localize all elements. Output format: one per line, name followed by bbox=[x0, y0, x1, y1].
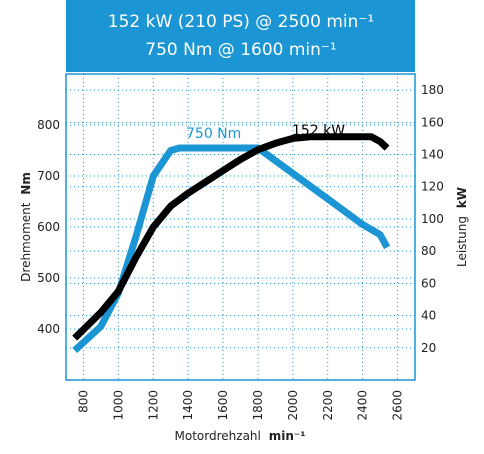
chart-subtitle: 750 Nm @ 1600 min⁻¹ bbox=[145, 40, 336, 60]
y-right-tick-60: 60 bbox=[421, 276, 436, 290]
y-left-tick-700: 700 bbox=[37, 169, 60, 183]
torque-line bbox=[72, 144, 391, 353]
x-tick-labels: 800 1000 1200 1400 1600 1800 2000 2200 2400 2600 bbox=[76, 390, 404, 421]
series-label-power: 152 kW bbox=[292, 123, 345, 139]
x-tick-1200: 1200 bbox=[146, 390, 160, 421]
y-right-tick-labels: 20 40 60 80 100 120 140 160 180 bbox=[421, 83, 444, 355]
y-right-axis-title-unit: kW bbox=[455, 187, 469, 208]
y-right-tick-100: 100 bbox=[421, 212, 444, 226]
y-left-tick-800: 800 bbox=[37, 118, 60, 132]
y-right-tick-40: 40 bbox=[421, 309, 436, 323]
series-label-torque: 750 Nm bbox=[186, 126, 241, 142]
x-axis-title: Motordrehzahl min⁻¹ bbox=[175, 429, 306, 443]
y-left-tick-600: 600 bbox=[37, 220, 60, 234]
y-right-tick-120: 120 bbox=[421, 180, 444, 194]
y-right-tick-160: 160 bbox=[421, 115, 444, 129]
y-left-axis-title-unit: Nm bbox=[19, 172, 33, 195]
series-lines bbox=[72, 133, 391, 353]
y-left-tick-500: 500 bbox=[37, 271, 60, 285]
y-right-tick-20: 20 bbox=[421, 341, 436, 355]
x-axis-title-unit: min⁻¹ bbox=[269, 429, 306, 443]
chart-title: 152 kW (210 PS) @ 2500 min⁻¹ bbox=[108, 12, 374, 32]
y-right-axis-title-text: Leistung bbox=[455, 216, 469, 267]
y-right-axis-title: Leistung kW bbox=[455, 187, 469, 267]
y-right-tick-140: 140 bbox=[421, 148, 444, 162]
title-banner bbox=[66, 0, 415, 72]
power-line bbox=[72, 133, 390, 341]
y-right-tick-80: 80 bbox=[421, 244, 436, 258]
x-tick-2600: 2600 bbox=[391, 390, 405, 421]
y-left-tick-labels: 400 500 600 700 800 bbox=[37, 118, 60, 336]
x-tick-1400: 1400 bbox=[181, 390, 195, 421]
y-right-tick-180: 180 bbox=[421, 83, 444, 97]
y-left-axis-title-text: Drehmoment bbox=[19, 202, 33, 282]
x-tick-2000: 2000 bbox=[286, 390, 300, 421]
y-left-tick-400: 400 bbox=[37, 322, 60, 336]
x-axis-title-text: Motordrehzahl bbox=[175, 429, 261, 443]
x-tick-1600: 1600 bbox=[216, 390, 230, 421]
y-left-axis-title: Drehmoment Nm bbox=[19, 172, 33, 282]
x-tick-2400: 2400 bbox=[356, 390, 370, 421]
x-tick-1000: 1000 bbox=[111, 390, 125, 421]
x-tick-2200: 2200 bbox=[321, 390, 335, 421]
x-tick-800: 800 bbox=[76, 390, 90, 413]
x-tick-1800: 1800 bbox=[251, 390, 265, 421]
